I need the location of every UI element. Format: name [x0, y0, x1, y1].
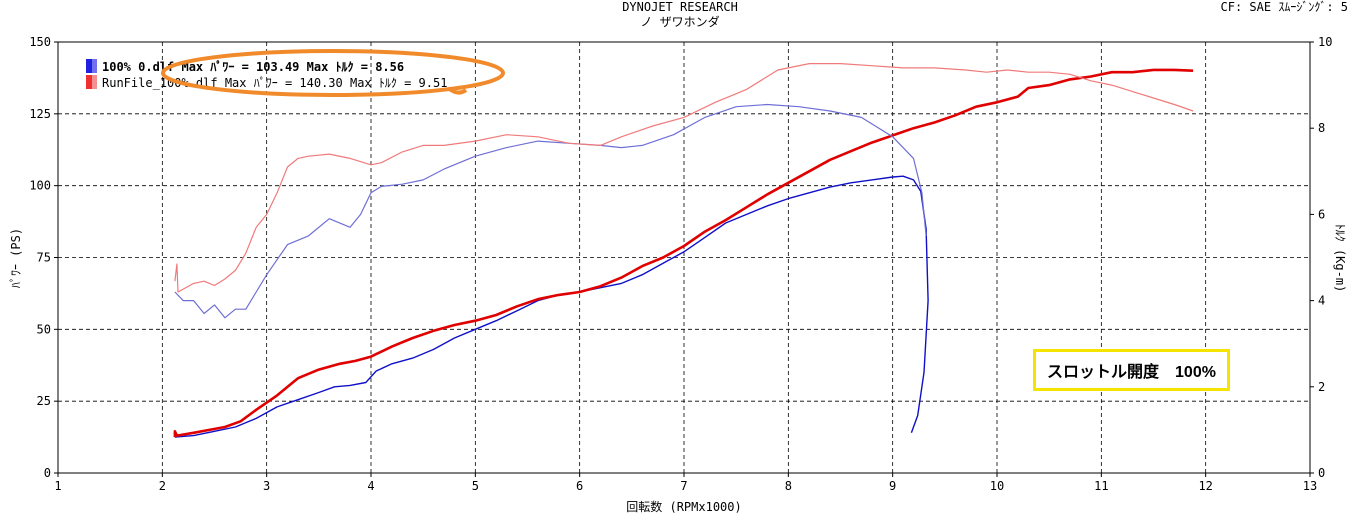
y-left-tick-label: 25: [37, 394, 51, 408]
x-tick-label: 3: [263, 479, 270, 493]
y-left-tick-label: 150: [29, 35, 51, 49]
y-axis-right-label: ﾄﾙｸ (Kg-m): [1333, 224, 1347, 293]
legend-swatch-1b: [92, 75, 97, 89]
y-axis-left-label: ﾊﾟﾜｰ (PS): [9, 228, 23, 288]
series-torque-3: [174, 62, 1194, 293]
x-tick-label: 4: [367, 479, 374, 493]
x-tick-label: 13: [1303, 479, 1317, 493]
y-right-tick-label: 6: [1318, 207, 1325, 221]
y-right-tick-label: 8: [1318, 121, 1325, 135]
x-tick-label: 11: [1094, 479, 1108, 493]
y-right-tick-label: 10: [1318, 35, 1332, 49]
x-tick-label: 1: [54, 479, 61, 493]
settings-label: CF: SAE ｽﾑｰｼﾞﾝｸﾞ: 5: [1221, 0, 1348, 14]
chart-title: DYNOJET RESEARCH: [622, 0, 738, 14]
y-left-tick-label: 50: [37, 322, 51, 336]
x-tick-label: 6: [576, 479, 583, 493]
x-tick-label: 9: [889, 479, 896, 493]
grid: [58, 42, 1310, 473]
y-left-tick-label: 125: [29, 107, 51, 121]
throttle-annotation: スロットル開度 100%: [1033, 349, 1230, 391]
legend-swatch-1: [86, 75, 92, 89]
x-tick-label: 8: [785, 479, 792, 493]
legend-item-0: 100% 0.dlf Max ﾊﾟﾜｰ = 103.49 Max ﾄﾙｸ = 8…: [102, 59, 404, 74]
x-tick-label: 2: [159, 479, 166, 493]
y-right-tick-label: 0: [1318, 466, 1325, 480]
throttle-label: スロットル開度 100%: [1047, 364, 1216, 381]
x-tick-label: 5: [472, 479, 479, 493]
series-power-1: [173, 68, 1194, 438]
series-power-0: [174, 175, 929, 438]
series-torque-2: [174, 103, 927, 319]
x-tick-label: 12: [1198, 479, 1212, 493]
x-tick-label: 10: [990, 479, 1004, 493]
x-tick-label: 7: [680, 479, 687, 493]
y-right-tick-label: 4: [1318, 294, 1325, 308]
chart-subtitle: ノ ザワホンダ: [640, 14, 719, 29]
legend-swatch-0b: [92, 59, 97, 73]
x-axis-label: 回転数 (RPMx1000): [626, 499, 741, 514]
highlight-oval: [161, 49, 505, 97]
highlight-oval-tail: [446, 86, 468, 95]
y-left-tick-label: 100: [29, 179, 51, 193]
series-lines: [173, 62, 1194, 438]
y-left-tick-label: 0: [44, 466, 51, 480]
legend-item-1: RunFile_100% dlf Max ﾊﾟﾜｰ = 140.30 Max ﾄ…: [102, 76, 447, 90]
legend-swatch-0: [86, 59, 92, 73]
y-left-tick-label: 75: [37, 251, 51, 265]
y-right-tick-label: 2: [1318, 380, 1325, 394]
